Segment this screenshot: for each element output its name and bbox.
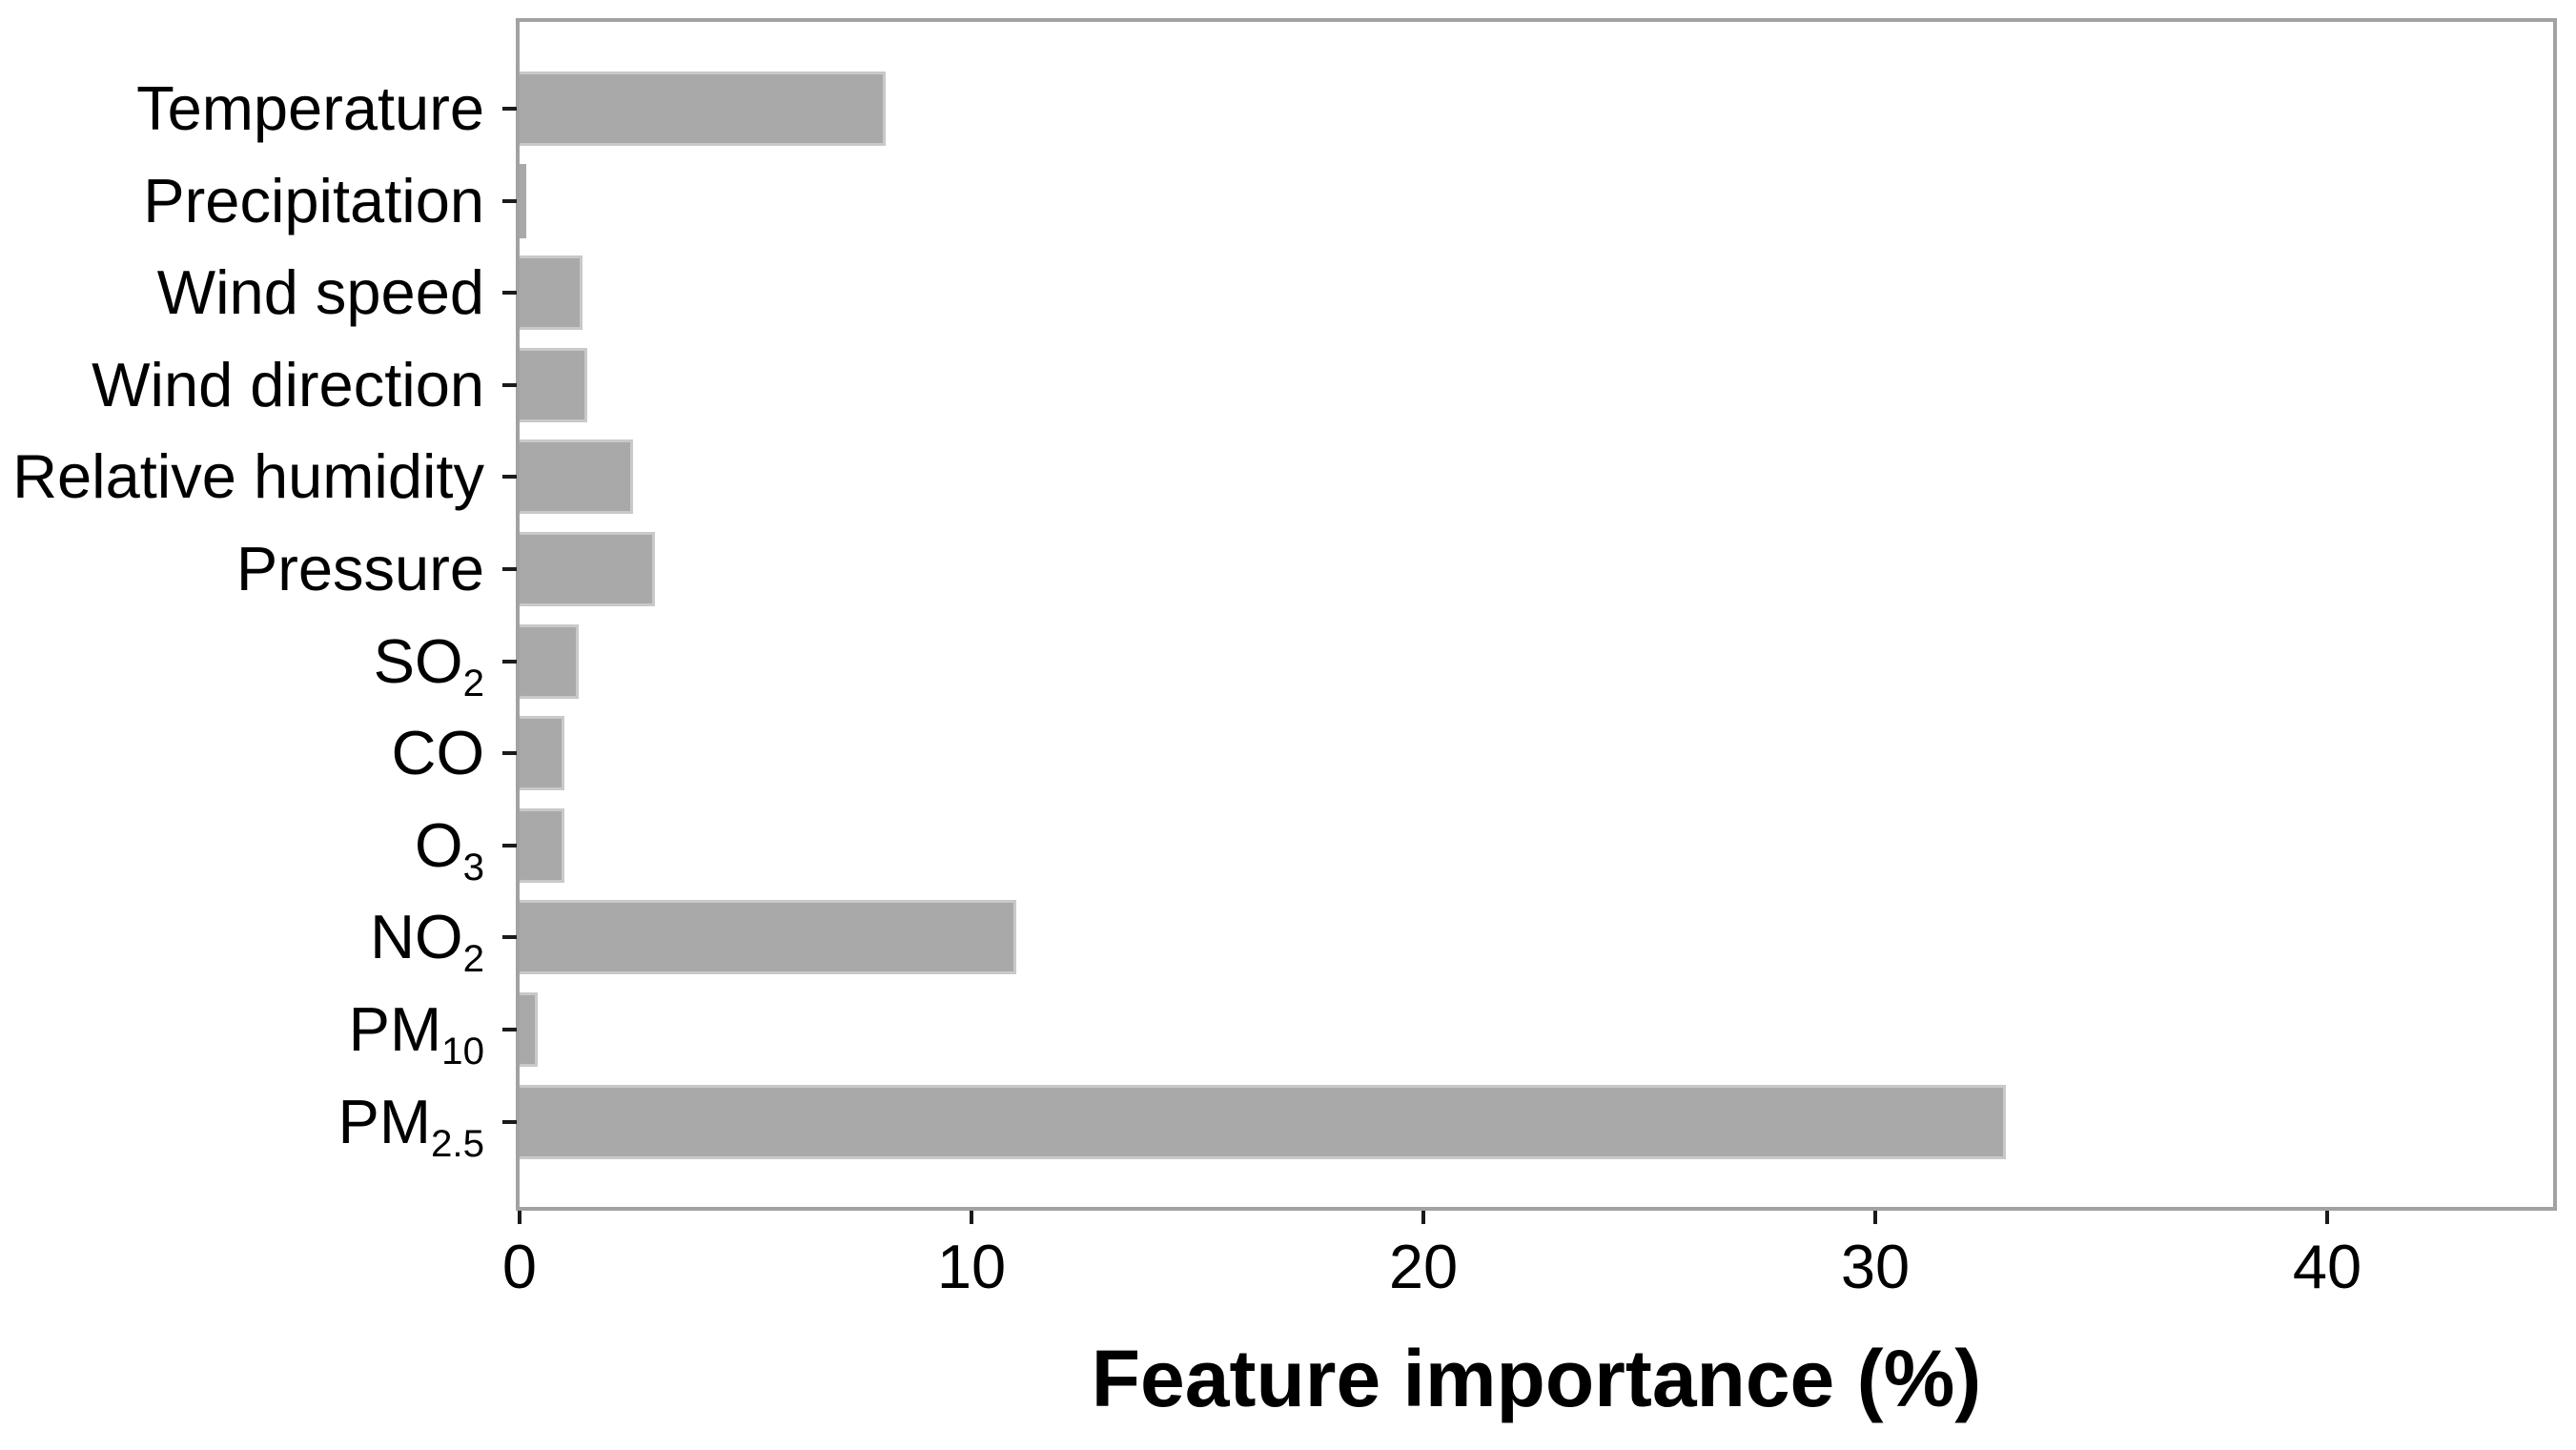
y-axis-label: PM10 xyxy=(0,990,484,1072)
bar xyxy=(520,71,886,146)
x-tick xyxy=(518,1211,521,1224)
y-tick xyxy=(502,198,517,203)
y-label-text: Wind speed xyxy=(156,257,484,328)
y-tick xyxy=(502,475,517,480)
y-axis-label: Pressure xyxy=(0,529,484,609)
y-tick xyxy=(502,935,517,940)
y-tick xyxy=(502,659,517,664)
y-label-text: PM xyxy=(337,1086,431,1156)
x-axis-title: Feature importance (%) xyxy=(1091,1334,1982,1423)
bar xyxy=(520,255,583,331)
x-tick-label: 20 xyxy=(1388,1232,1459,1301)
y-axis-label: CO xyxy=(0,713,485,793)
bar xyxy=(520,623,579,699)
y-label-subscript: 2 xyxy=(462,661,484,705)
bar xyxy=(520,1084,2007,1159)
y-label-text: Pressure xyxy=(235,534,484,603)
x-tick-label: 40 xyxy=(2292,1232,2362,1301)
y-label-subscript: 3 xyxy=(462,845,484,888)
y-axis-label: Wind speed xyxy=(0,253,484,333)
y-axis-label: O3 xyxy=(0,806,484,888)
y-label-text: Wind direction xyxy=(92,349,484,419)
y-axis-label: Precipitation xyxy=(0,161,484,241)
y-label-text: NO xyxy=(370,902,463,972)
y-axis-label: Temperature xyxy=(0,69,484,149)
y-tick xyxy=(502,107,517,111)
y-tick xyxy=(502,1028,517,1031)
bar xyxy=(520,992,538,1067)
x-tick-label: 10 xyxy=(936,1232,1007,1301)
bar xyxy=(520,347,588,422)
bar xyxy=(520,532,656,606)
y-label-subscript: 10 xyxy=(441,1030,484,1072)
y-label-text: Temperature xyxy=(136,73,484,143)
x-tick xyxy=(1873,1211,1877,1224)
y-tick xyxy=(502,751,517,756)
y-label-subscript: 2 xyxy=(462,937,484,981)
y-label-text: Relative humidity xyxy=(12,441,484,512)
plot-area xyxy=(516,18,2557,1211)
y-tick xyxy=(502,291,517,296)
x-tick-label: 30 xyxy=(1840,1232,1911,1301)
x-tick xyxy=(970,1211,973,1224)
bar xyxy=(520,439,633,515)
x-tick xyxy=(2325,1211,2329,1224)
y-label-text: SO xyxy=(373,625,463,696)
y-axis-label: Wind direction xyxy=(0,345,484,425)
y-label-text: PM xyxy=(348,994,442,1064)
y-axis-label: NO2 xyxy=(0,897,484,981)
bar xyxy=(520,716,565,791)
y-axis-label: PM2.5 xyxy=(0,1082,484,1165)
x-tick xyxy=(1421,1211,1425,1224)
y-axis-label: Relative humidity xyxy=(0,437,484,517)
bar xyxy=(520,807,565,883)
y-axis-label: SO2 xyxy=(0,622,484,705)
bar xyxy=(520,163,527,238)
y-tick xyxy=(502,1119,517,1124)
y-tick xyxy=(502,382,517,387)
y-tick xyxy=(502,567,517,571)
y-tick xyxy=(502,843,517,848)
y-label-text: CO xyxy=(391,718,485,788)
x-tick-label: 0 xyxy=(501,1232,538,1301)
y-label-text: O xyxy=(415,809,463,880)
bar xyxy=(520,900,1017,975)
y-label-text: Precipitation xyxy=(143,165,484,235)
y-label-subscript: 2.5 xyxy=(430,1121,484,1165)
